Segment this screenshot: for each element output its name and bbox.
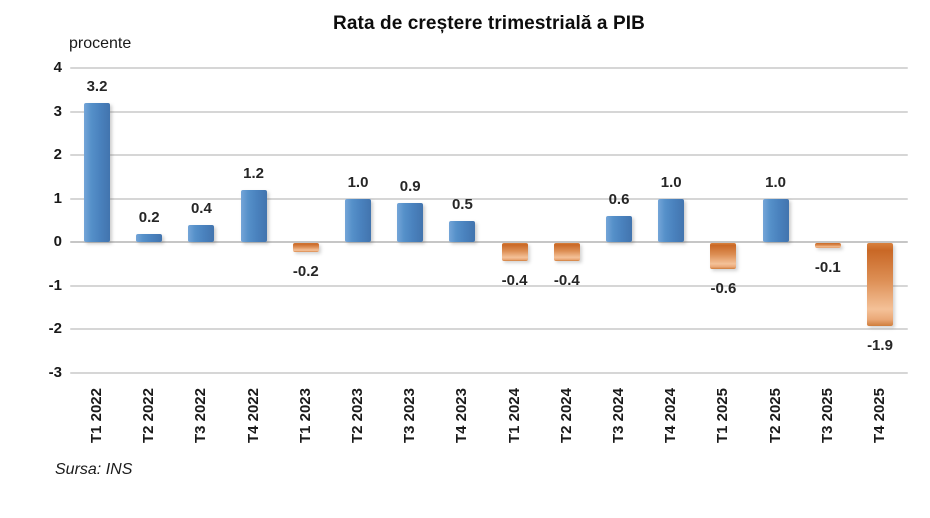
bar-value-label: 1.0 — [765, 173, 787, 191]
y-tick-label: 1 — [53, 189, 62, 207]
y-tick-label: -3 — [48, 364, 62, 381]
chart-title: Rata de creștere trimestrială a PIB — [333, 13, 645, 34]
bar-value-label: -0.2 — [292, 263, 319, 280]
bar — [606, 216, 632, 243]
bar-value-label: -1.9 — [867, 337, 893, 355]
bar-value-label: 1.2 — [243, 165, 265, 182]
source-note: Sursa: INS — [55, 461, 133, 478]
bar — [188, 224, 215, 243]
bar-value-label: 3.2 — [86, 77, 108, 95]
x-category-label: T1 2022 — [88, 388, 105, 444]
bar — [345, 198, 371, 243]
y-tick-label: 2 — [53, 146, 62, 164]
bar-value-label: -0.4 — [553, 271, 580, 289]
bar-value-label: 0.4 — [190, 199, 212, 217]
bar — [814, 243, 841, 248]
gridline — [70, 328, 908, 331]
x-category-label: T3 2023 — [401, 388, 419, 444]
bar-value-label: 0.2 — [138, 208, 160, 226]
y-tick-label: -2 — [48, 320, 62, 338]
gridline — [70, 197, 908, 200]
bar-value-label: 0.5 — [451, 195, 473, 213]
bar — [397, 203, 424, 243]
bar-value-label: -0.6 — [710, 280, 737, 298]
x-category-label: T2 2025 — [766, 388, 784, 444]
bar — [553, 243, 580, 261]
bar-value-label: 1.0 — [660, 173, 682, 191]
x-category-label: T3 2025 — [818, 388, 836, 444]
bar — [762, 198, 789, 243]
x-category-label: T4 2025 — [871, 388, 888, 444]
bar-value-label: 1.0 — [347, 173, 369, 191]
gridline — [70, 110, 908, 113]
zero-gridline — [70, 241, 908, 244]
y-tick-label: 4 — [53, 59, 62, 76]
x-category-label: T3 2022 — [192, 388, 210, 444]
y-axis-unit-label: procente — [69, 35, 132, 52]
gridline — [70, 67, 908, 69]
x-category-label: T1 2023 — [296, 388, 314, 444]
x-category-label: T2 2024 — [557, 388, 575, 444]
bar — [501, 243, 528, 261]
bar — [449, 220, 476, 243]
gridline — [70, 154, 908, 157]
bar — [240, 190, 267, 243]
gridline — [70, 284, 908, 287]
x-category-label: T3 2024 — [610, 388, 627, 444]
x-category-label: T1 2024 — [505, 388, 523, 444]
y-tick-label: 0 — [53, 233, 62, 251]
bar — [84, 102, 110, 243]
x-category-label: T1 2025 — [714, 388, 732, 444]
x-category-label: T2 2023 — [349, 388, 366, 444]
bar-value-label: -0.1 — [814, 258, 841, 276]
bar-value-label: -0.4 — [501, 271, 528, 289]
x-category-label: T2 2022 — [140, 388, 158, 444]
bar-value-label: 0.6 — [608, 191, 630, 209]
y-tick-label: -1 — [48, 276, 62, 294]
x-category-label: T4 2024 — [662, 388, 680, 444]
x-category-label: T4 2022 — [244, 388, 262, 444]
gridline — [70, 372, 908, 374]
bar — [292, 243, 319, 252]
bar — [658, 198, 685, 243]
bar — [710, 243, 737, 270]
bar — [867, 243, 893, 327]
bar — [136, 233, 163, 243]
x-category-label: T4 2023 — [453, 388, 471, 444]
y-tick-label: 3 — [53, 102, 62, 120]
bar-value-label: 0.9 — [399, 178, 421, 196]
